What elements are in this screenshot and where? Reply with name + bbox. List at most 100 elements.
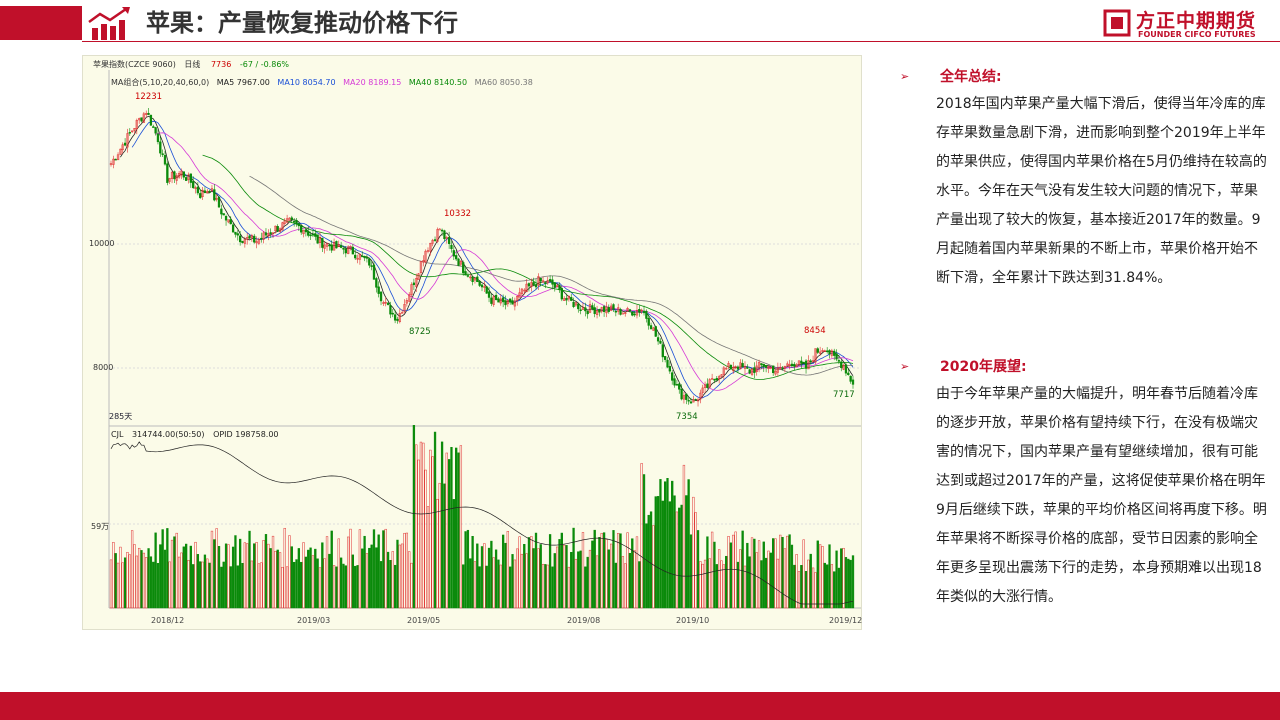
candle-body bbox=[344, 248, 347, 254]
volume-bar bbox=[769, 552, 772, 609]
candle-body bbox=[262, 232, 265, 240]
volume-bar bbox=[624, 563, 627, 609]
candle-body bbox=[851, 379, 855, 385]
volume-bar bbox=[330, 530, 333, 609]
volume-bar bbox=[642, 474, 646, 609]
volume-bar bbox=[379, 561, 383, 609]
candle-body bbox=[459, 261, 463, 265]
candle-body bbox=[527, 283, 531, 287]
volume-bar bbox=[241, 563, 244, 609]
candle-body bbox=[565, 297, 568, 301]
candle-body bbox=[609, 305, 613, 311]
candle-body bbox=[847, 372, 850, 376]
candle-body bbox=[119, 148, 122, 155]
candle-body bbox=[539, 278, 542, 282]
volume-bar bbox=[213, 539, 216, 609]
candle-body bbox=[293, 221, 296, 223]
candle-body bbox=[548, 279, 552, 282]
candle-body bbox=[145, 113, 148, 115]
volume-bar bbox=[243, 542, 246, 609]
volume-bar bbox=[654, 496, 657, 609]
volume-bar bbox=[750, 537, 754, 609]
volume-bar bbox=[201, 561, 204, 609]
candle-body bbox=[692, 399, 695, 403]
candle-body bbox=[584, 307, 587, 312]
candle-body bbox=[375, 278, 378, 288]
candle-body bbox=[511, 300, 514, 305]
volume-bar bbox=[565, 545, 568, 609]
candle-body bbox=[314, 233, 317, 237]
volume-bar bbox=[276, 549, 279, 609]
volume-bar bbox=[718, 549, 721, 609]
volume-bar bbox=[267, 543, 270, 609]
candle-body bbox=[429, 242, 432, 252]
x-tick-label: 2019/08 bbox=[567, 616, 601, 625]
candle-body bbox=[525, 283, 528, 293]
candle-body bbox=[586, 310, 589, 315]
candle-body bbox=[462, 262, 465, 274]
volume-bar bbox=[328, 553, 331, 609]
volume-bar bbox=[199, 561, 202, 609]
volume-bar bbox=[793, 564, 796, 609]
volume-bar bbox=[196, 554, 200, 609]
brand-name-cn: 方正中期期货 bbox=[1136, 10, 1257, 32]
volume-bar bbox=[842, 547, 845, 609]
candle-body bbox=[764, 364, 768, 368]
candle-body bbox=[415, 278, 418, 287]
candle-body bbox=[424, 250, 427, 263]
candle-body bbox=[447, 237, 451, 244]
volume-bar bbox=[586, 556, 589, 609]
candle-body bbox=[309, 234, 312, 237]
candle-body bbox=[347, 246, 350, 254]
price-chart[interactable]: 苹果指数(CZCE 9060) 日线 7736 -67 / -0.86% MA组… bbox=[82, 55, 862, 630]
bullet-arrow-icon: ➢ bbox=[900, 360, 910, 373]
candle-body bbox=[509, 298, 512, 303]
volume-bar bbox=[159, 544, 162, 609]
ma20-line bbox=[155, 132, 854, 391]
candle-body bbox=[403, 304, 406, 312]
volume-bar bbox=[835, 550, 838, 609]
candle-body bbox=[180, 170, 183, 176]
volume-bar bbox=[227, 544, 230, 609]
candle-body bbox=[330, 244, 333, 251]
volume-bar bbox=[112, 542, 115, 609]
section-heading: 全年总结: bbox=[940, 69, 1002, 85]
candle-body bbox=[208, 190, 211, 193]
candle-body bbox=[398, 313, 401, 323]
candle-body bbox=[361, 255, 364, 258]
volume-bar bbox=[246, 543, 249, 609]
candle-body bbox=[626, 308, 629, 312]
candle-body bbox=[389, 305, 392, 315]
volume-bar bbox=[847, 558, 850, 609]
volume-bar bbox=[673, 495, 676, 609]
volume-bar bbox=[419, 441, 423, 609]
volume-bar bbox=[142, 552, 146, 609]
volume-bar bbox=[231, 546, 235, 609]
candle-body bbox=[718, 376, 721, 380]
volume-bar bbox=[377, 534, 380, 609]
candle-body bbox=[431, 239, 434, 244]
volume-bar bbox=[325, 536, 329, 609]
candle-body bbox=[126, 133, 129, 148]
candle-body bbox=[830, 350, 834, 356]
section-heading: 2020年展望: bbox=[940, 359, 1027, 375]
candle-body bbox=[577, 303, 580, 310]
volume-bar bbox=[300, 561, 303, 609]
candle-body bbox=[605, 306, 608, 314]
candle-body bbox=[154, 127, 157, 134]
volume-bar bbox=[579, 550, 582, 609]
candle-body bbox=[177, 172, 181, 178]
candle-body bbox=[478, 281, 481, 286]
ma-legend: MA组合(5,10,20,40,60,0) MA5 7967.00 MA10 8… bbox=[111, 77, 538, 88]
volume-bar bbox=[760, 560, 763, 609]
candle-body bbox=[372, 264, 376, 280]
candle-body bbox=[304, 229, 308, 233]
volume-bar bbox=[513, 559, 517, 609]
volume-bar bbox=[786, 535, 789, 609]
x-tick-label: 2019/12 bbox=[829, 616, 863, 625]
chart-plot-area[interactable] bbox=[83, 56, 861, 629]
volume-bar bbox=[138, 547, 141, 609]
candle-body bbox=[321, 237, 324, 248]
volume-bar bbox=[464, 531, 467, 609]
candle-body bbox=[701, 387, 704, 393]
